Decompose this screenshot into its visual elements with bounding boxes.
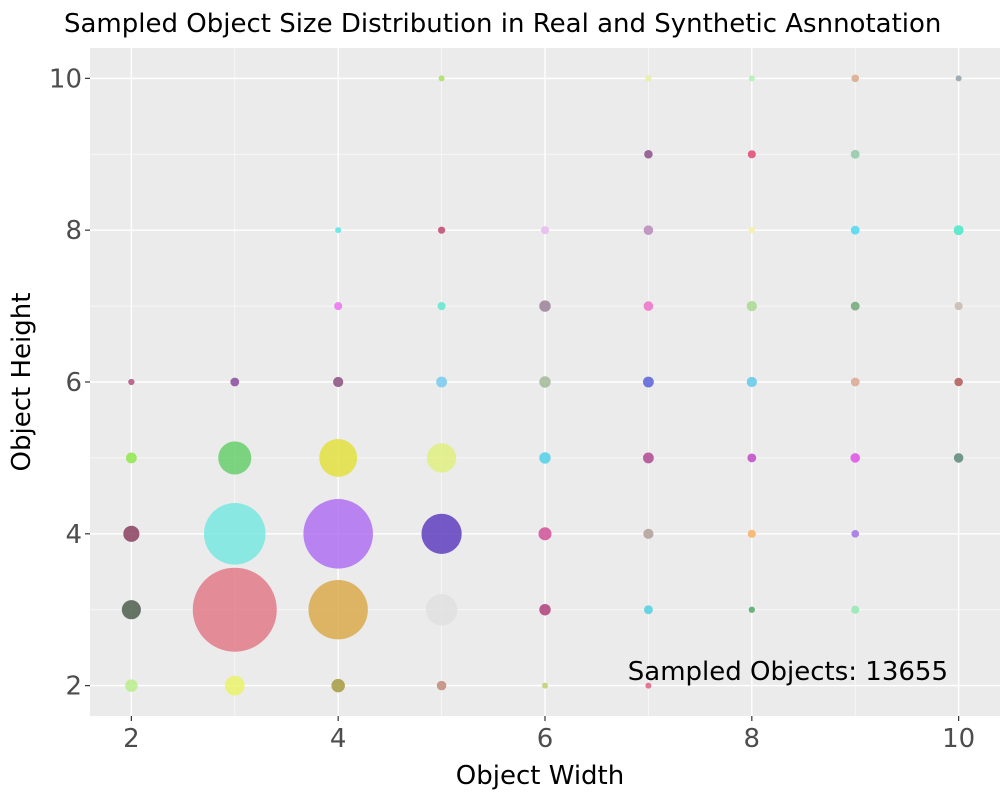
x-tick-label: 2 [123, 724, 140, 754]
data-point [645, 682, 652, 689]
data-point [953, 453, 964, 463]
data-point [851, 530, 860, 538]
data-point [748, 227, 755, 234]
data-point [125, 452, 137, 464]
data-point [437, 226, 446, 234]
data-point [747, 453, 757, 463]
data-point [746, 300, 757, 312]
x-tick-label: 8 [744, 724, 761, 754]
data-point [192, 567, 277, 652]
data-point [748, 606, 755, 613]
data-point [123, 525, 140, 542]
data-point [954, 302, 963, 311]
data-point [851, 74, 860, 83]
x-tick-label: 6 [537, 724, 554, 754]
data-point [125, 679, 138, 692]
y-axis-title: Object Height [7, 293, 37, 472]
data-point [747, 529, 756, 538]
data-point [642, 376, 654, 388]
data-point [850, 149, 860, 159]
data-point [303, 499, 373, 569]
y-tick-label: 8 [65, 216, 82, 246]
data-point [436, 680, 447, 691]
data-point [539, 452, 551, 464]
data-point [437, 302, 446, 311]
data-point [333, 376, 344, 388]
data-point [539, 604, 551, 616]
data-point [644, 149, 653, 159]
data-point [850, 453, 861, 463]
data-point [438, 75, 445, 82]
data-point [954, 377, 963, 387]
data-point [331, 678, 345, 693]
data-point [539, 300, 551, 312]
y-tick-label: 10 [49, 64, 82, 94]
data-point [334, 302, 343, 311]
data-point [319, 438, 358, 477]
data-point [746, 376, 757, 388]
data-point [643, 528, 654, 539]
data-point [335, 227, 342, 234]
data-point [643, 605, 653, 615]
data-point [851, 605, 860, 614]
data-point [953, 225, 964, 236]
data-point [538, 527, 552, 541]
y-axis-ticks: 2 4 6 8 10 [49, 64, 90, 702]
data-point [436, 376, 448, 388]
data-points [121, 74, 964, 696]
data-point [218, 441, 252, 475]
sampled-objects-annotation: Sampled Objects: 13655 [628, 657, 948, 687]
data-point [308, 580, 368, 640]
data-point [850, 225, 860, 235]
data-point [539, 376, 551, 388]
data-point [645, 75, 652, 82]
data-point [850, 301, 860, 311]
y-tick-label: 2 [65, 672, 82, 702]
data-point [121, 600, 141, 620]
data-point [748, 75, 755, 82]
data-point [747, 150, 756, 159]
x-axis-ticks: 2 4 6 8 10 [123, 716, 975, 754]
y-tick-label: 4 [65, 520, 82, 550]
y-tick-label: 6 [65, 368, 82, 398]
data-point [230, 377, 240, 387]
x-tick-label: 4 [330, 724, 347, 754]
x-tick-label: 10 [942, 724, 975, 754]
data-point [642, 452, 654, 464]
data-point [224, 675, 245, 696]
data-point [643, 225, 654, 235]
chart-title: Sampled Object Size Distribution in Real… [64, 9, 941, 39]
data-point [425, 593, 458, 626]
data-point [850, 377, 860, 387]
x-axis-title: Object Width [456, 761, 624, 791]
data-point [203, 503, 266, 565]
data-point [542, 682, 548, 689]
data-point [540, 226, 550, 235]
data-point [128, 378, 135, 386]
data-point [421, 513, 462, 554]
data-point [955, 75, 962, 82]
data-point [426, 443, 457, 473]
data-point [643, 301, 654, 311]
